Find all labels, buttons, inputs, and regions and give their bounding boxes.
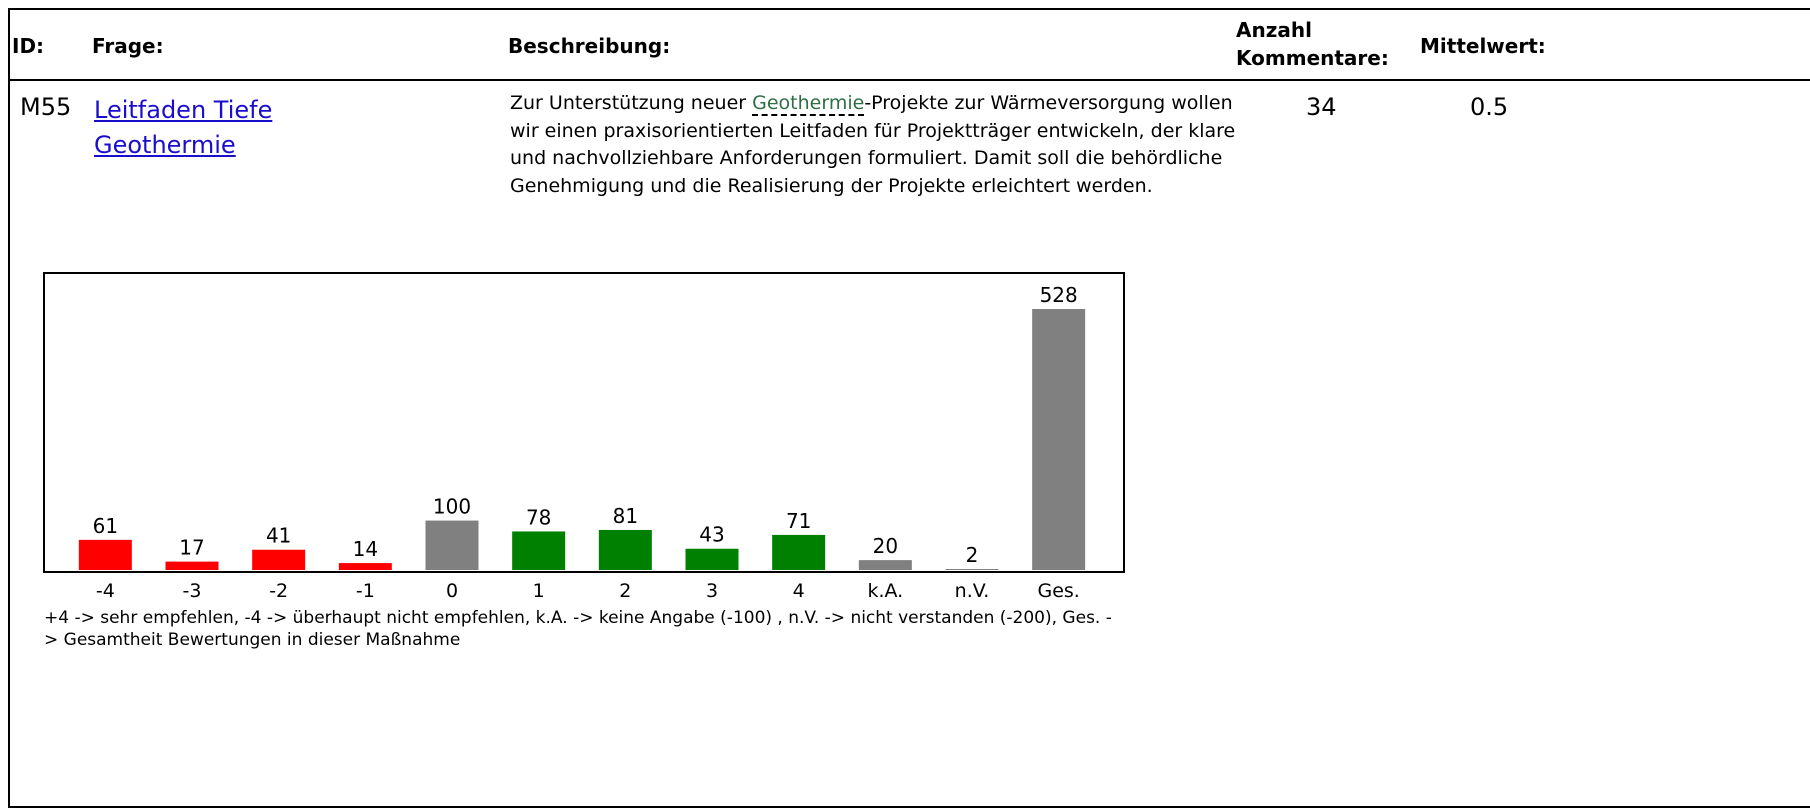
mean-value: 0.5 — [1470, 93, 1509, 121]
header-id: ID: — [12, 34, 45, 58]
bar-value-label: 17 — [179, 536, 204, 560]
x-tick-label: n.V. — [955, 580, 990, 602]
header-description: Beschreibung: — [508, 34, 671, 58]
x-tick-label: 0 — [446, 580, 458, 602]
x-tick-label: -4 — [96, 580, 115, 602]
bar — [512, 531, 566, 570]
description-text: Zur Unterstützung neuer — [510, 92, 753, 114]
question-link[interactable]: Leitfaden Tiefe Geothermie — [94, 96, 273, 159]
x-tick-label: -2 — [269, 580, 288, 602]
bar — [252, 549, 306, 570]
bar — [945, 569, 999, 570]
bar — [685, 548, 739, 570]
chart-note: +4 -> sehr empfehlen, -4 -> überhaupt ni… — [44, 608, 1112, 650]
chart: -4 61 -3 17 -2 41 -1 14 0 100 1 78 2 81 3 43 4 71 k.A. 20 n.… — [43, 272, 1125, 602]
bar — [858, 560, 912, 570]
x-tick-label: 3 — [706, 580, 718, 602]
bar-value-label: 61 — [93, 514, 118, 538]
bar-value-label: 43 — [699, 523, 724, 547]
header-question: Frage: — [92, 34, 164, 58]
bar — [1032, 309, 1086, 570]
chart-frame — [43, 272, 1125, 573]
x-tick-label: 4 — [793, 580, 805, 602]
x-tick-label: -1 — [356, 580, 375, 602]
header-divider — [8, 79, 1810, 81]
bar-value-label: 78 — [526, 505, 551, 529]
comments-count: 34 — [1306, 93, 1337, 121]
header-mean: Mittelwert: — [1420, 34, 1546, 58]
bar-value-label: 2 — [966, 543, 979, 567]
x-tick-label: -3 — [183, 580, 202, 602]
abbreviation[interactable]: Geothermie — [752, 92, 865, 116]
bar — [338, 563, 392, 570]
x-tick-label: Ges. — [1037, 580, 1079, 602]
x-tick-label: 2 — [619, 580, 631, 602]
bar — [165, 561, 219, 570]
bar-value-label: 20 — [873, 534, 898, 558]
bar — [598, 529, 652, 570]
bar-value-label: 71 — [786, 509, 811, 533]
bar-value-label: 81 — [613, 504, 638, 528]
bar-value-label: 528 — [1040, 283, 1078, 307]
x-tick-label: k.A. — [867, 580, 903, 602]
bar-value-label: 41 — [266, 524, 291, 548]
description-text: -Projekte zur Wärmeversorgung wollen wir… — [510, 92, 1236, 197]
header-comments: Anzahl Kommentare: — [1236, 18, 1389, 70]
description: Zur Unterstützung neuer Geothermie-Proje… — [510, 90, 1240, 200]
row-id: M55 — [20, 93, 72, 121]
bar — [78, 539, 132, 570]
x-tick-label: 1 — [533, 580, 545, 602]
bar — [772, 534, 826, 570]
bar — [425, 520, 479, 570]
bar-value-label: 14 — [353, 537, 378, 561]
bar-value-label: 100 — [433, 495, 471, 519]
